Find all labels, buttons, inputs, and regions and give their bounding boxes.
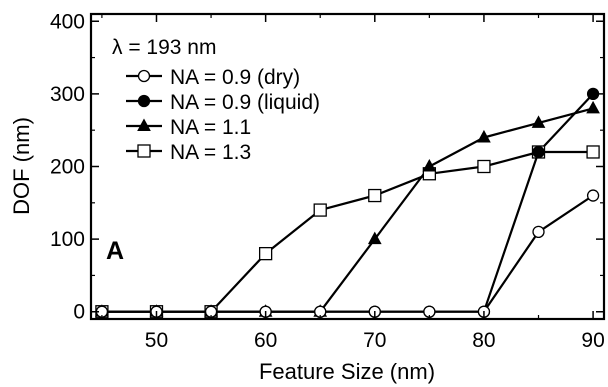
series-line-na-0-9-dry [101,194,594,313]
y-tick-label-200: 200 [50,156,85,179]
data-point-na-1-3 [368,188,382,203]
legend-label: NA = 0.9 (liquid) [170,91,320,114]
x-tick-label-90: 90 [581,329,604,352]
plot-frame [89,12,606,321]
data-point-na-0-9-liquid [532,145,545,159]
y-tick-label-400: 400 [50,10,85,33]
legend-marker [137,94,151,108]
data-point-na-1-3 [258,246,273,261]
marker-layer [95,87,600,319]
y-axis-label: DOF (nm) [9,117,34,215]
legend-marker [137,118,151,131]
legend-item-na-0-9-dry: NA = 0.9 (dry) [126,66,300,89]
legend-label: NA = 0.9 (dry) [170,66,300,89]
series-layer [101,93,594,313]
data-point-na-0-9-dry [586,189,600,202]
data-point-na-0-9-dry [532,225,545,239]
legend: NA = 0.9 (dry)NA = 0.9 (liquid)NA = 1.1N… [126,66,320,164]
panel-label: A [106,237,124,265]
tick-label-layer: 50 60 70 80 90 0 100 200 300 400 [50,10,605,352]
legend-item-na-0-9-liquid: NA = 0.9 (liquid) [126,91,320,114]
legend-marker [137,69,151,83]
legend-marker [137,144,151,158]
legend-item-na-1-1: NA = 1.1 [126,116,251,139]
legend-label: NA = 1.3 [170,141,251,164]
y-tick-label-0: 0 [73,301,85,324]
y-tick-label-300: 300 [50,83,85,106]
x-tick-label-80: 80 [472,329,495,352]
data-point-na-1-1 [531,115,546,128]
data-point-na-1-1 [422,158,437,172]
data-point-na-1-3 [313,203,327,217]
x-tick-label-50: 50 [145,329,168,352]
data-point-na-1-1 [586,100,600,114]
y-tick-label-100: 100 [50,228,85,251]
x-axis-label: Feature Size (nm) [259,359,435,384]
series-line-na-1-3 [101,150,594,313]
legend-item-na-1-3: NA = 1.3 [126,141,251,164]
data-point-na-1-3 [586,145,600,159]
legend-label: NA = 1.1 [170,116,251,139]
data-point-na-1-1 [367,231,382,245]
x-tick-label-70: 70 [363,329,386,352]
tick-layer [91,14,604,319]
data-point-na-1-1 [477,129,491,143]
data-point-na-1-3 [477,159,491,174]
x-tick-label-60: 60 [254,329,277,352]
legend-title: λ = 193 nm [112,36,216,59]
